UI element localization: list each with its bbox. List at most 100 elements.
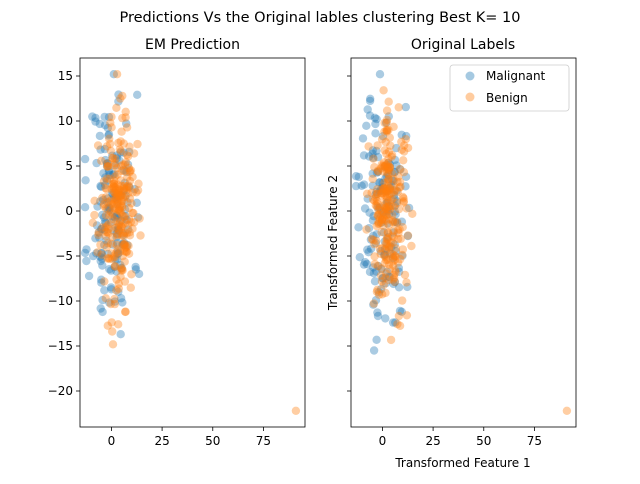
scatter-point-series-0 <box>122 167 131 177</box>
scatter-point-series-1 <box>387 202 396 211</box>
scatter-point-series-1 <box>377 215 387 224</box>
scatter-point-series-0 <box>401 102 410 112</box>
scatter-point-series-1 <box>123 152 133 161</box>
scatter-point-series-0 <box>369 263 378 272</box>
scatter-point-series-0 <box>384 272 394 281</box>
scatter-point-series-1 <box>102 174 112 183</box>
em-prediction-points <box>80 70 301 415</box>
scatter-point-series-0 <box>92 249 101 258</box>
scatter-point-series-0 <box>351 181 361 191</box>
scatter-point-series-0 <box>365 208 374 217</box>
scatter-point-series-0 <box>111 255 120 264</box>
scatter-point-series-1 <box>123 189 133 198</box>
scatter-point-series-1 <box>393 258 403 267</box>
scatter-point-series-1 <box>117 181 126 191</box>
scatter-point-series-1 <box>394 228 403 238</box>
scatter-point-series-1 <box>128 188 137 197</box>
scatter-point-series-1 <box>385 184 394 193</box>
scatter-point-series-0 <box>378 183 388 192</box>
scatter-point-series-1 <box>389 270 399 280</box>
scatter-point-series-0 <box>92 221 102 230</box>
scatter-point-series-1 <box>398 192 408 202</box>
scatter-point-series-0 <box>108 170 117 180</box>
scatter-point-series-0 <box>113 238 122 248</box>
scatter-point-series-0 <box>373 203 382 212</box>
scatter-point-series-1 <box>125 231 135 240</box>
scatter-point-series-0 <box>80 154 90 164</box>
scatter-point-series-0 <box>371 238 381 248</box>
scatter-point-series-1 <box>397 145 406 154</box>
scatter-point-series-0 <box>380 162 389 172</box>
scatter-point-series-1 <box>116 208 125 217</box>
scatter-point-series-0 <box>373 308 382 317</box>
scatter-point-series-0 <box>369 346 379 355</box>
scatter-point-series-1 <box>395 164 405 174</box>
scatter-point-series-1 <box>136 231 145 240</box>
original-labels-frame <box>350 57 577 428</box>
scatter-point-series-0 <box>372 187 381 197</box>
figure-title: Predictions Vs the Original lables clust… <box>119 10 520 26</box>
scatter-point-series-1 <box>388 231 397 240</box>
scatter-point-series-1 <box>379 221 388 230</box>
scatter-point-series-0 <box>394 283 404 292</box>
scatter-point-series-1 <box>104 224 113 234</box>
x-axis-label: Transformed Feature 1 <box>394 456 530 470</box>
scatter-point-series-1 <box>394 205 404 214</box>
scatter-point-series-1 <box>378 189 387 198</box>
scatter-point-series-1 <box>103 239 113 248</box>
scatter-point-series-0 <box>378 274 387 283</box>
scatter-point-series-1 <box>110 253 119 262</box>
scatter-point-series-0 <box>100 144 110 154</box>
scatter-point-series-1 <box>377 277 387 286</box>
scatter-point-series-1 <box>388 238 398 247</box>
scatter-point-series-1 <box>383 187 392 196</box>
scatter-point-series-0 <box>103 123 113 133</box>
scatter-point-series-1 <box>114 206 124 215</box>
scatter-point-series-1 <box>373 211 383 221</box>
scatter-point-series-1 <box>373 285 382 294</box>
scatter-point-series-0 <box>100 121 110 130</box>
scatter-point-series-0 <box>380 244 390 254</box>
scatter-point-series-0 <box>372 146 381 156</box>
scatter-point-series-1 <box>122 247 131 256</box>
x-tick-label: 75 <box>527 434 542 448</box>
scatter-point-series-0 <box>358 134 368 143</box>
scatter-point-series-0 <box>368 216 378 225</box>
scatter-point-series-1 <box>126 283 135 292</box>
scatter-point-series-1 <box>135 214 144 223</box>
scatter-point-series-0 <box>119 186 128 196</box>
scatter-point-series-1 <box>125 167 134 177</box>
scatter-point-series-1 <box>383 255 392 264</box>
y-tick-label: −20 <box>48 384 73 398</box>
scatter-point-series-1 <box>112 189 121 198</box>
scatter-point-series-0 <box>391 217 400 226</box>
scatter-point-series-1 <box>374 210 384 219</box>
scatter-point-series-0 <box>119 240 128 250</box>
scatter-point-series-0 <box>382 205 391 214</box>
scatter-point-series-0 <box>381 174 390 183</box>
scatter-point-series-0 <box>100 217 110 226</box>
scatter-point-series-1 <box>382 255 391 265</box>
scatter-point-series-1 <box>97 156 106 165</box>
scatter-point-series-0 <box>113 225 123 234</box>
scatter-point-series-1 <box>112 164 122 173</box>
scatter-point-series-0 <box>114 97 123 106</box>
scatter-point-series-1 <box>383 182 392 191</box>
scatter-point-series-0 <box>391 247 400 256</box>
scatter-point-series-0 <box>91 117 100 126</box>
scatter-point-series-0 <box>123 240 132 250</box>
legend-marker-benign <box>465 92 475 102</box>
scatter-point-series-1 <box>118 91 127 101</box>
scatter-point-series-0 <box>388 318 398 327</box>
scatter-point-series-0 <box>371 296 381 305</box>
scatter-point-series-1 <box>388 257 398 266</box>
scatter-point-series-0 <box>99 169 108 178</box>
scatter-point-series-1 <box>396 234 405 243</box>
scatter-point-series-1 <box>382 210 391 220</box>
scatter-point-series-0 <box>98 195 108 204</box>
em-prediction-xticks: 0 25 50 75 <box>108 427 271 448</box>
scatter-point-series-0 <box>365 152 374 161</box>
scatter-point-series-0 <box>392 186 401 195</box>
scatter-point-series-1 <box>117 191 126 200</box>
scatter-point-series-1 <box>377 227 386 237</box>
